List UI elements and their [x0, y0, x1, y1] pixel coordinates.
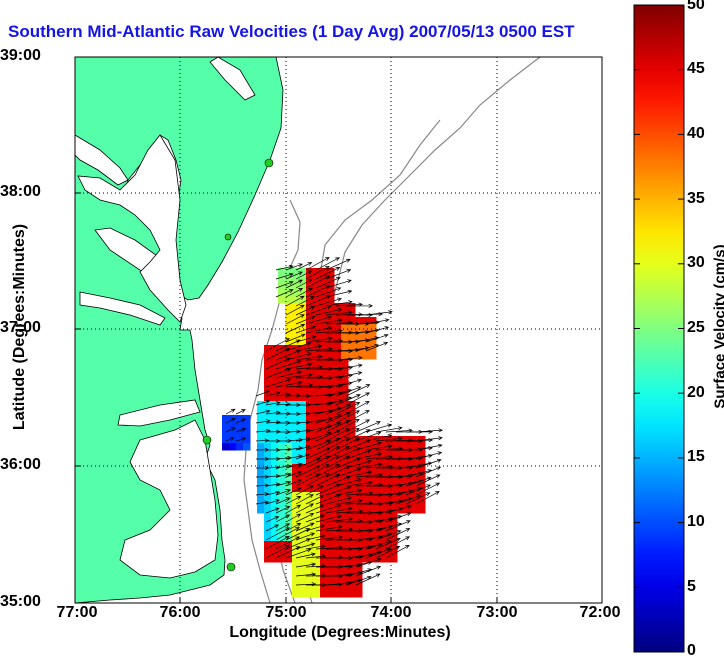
- colorbar-title: Surface Velocity (cm/s): [712, 217, 724, 437]
- colorbar-gradient: [634, 5, 684, 652]
- x-tick-label: 73:00: [477, 604, 518, 622]
- colorbar-tick-label: 10: [687, 513, 705, 531]
- colorbar-tick-label: 35: [687, 190, 705, 208]
- x-tick-label: 72:00: [580, 604, 621, 622]
- y-tick-label: 36:00: [0, 456, 41, 474]
- colorbar-tick-label: 25: [687, 319, 705, 337]
- colorbar-tick-label: 5: [687, 578, 696, 596]
- y-tick-label: 35:00: [0, 593, 41, 611]
- x-axis-title: Longitude (Degrees:Minutes): [229, 624, 450, 642]
- x-tick-label: 76:00: [160, 604, 201, 622]
- y-tick-label: 39:00: [0, 47, 41, 65]
- colorbar-tick-label: 50: [687, 0, 705, 14]
- colorbar-tick-label: 15: [687, 448, 705, 466]
- colorbar-tick-label: 0: [687, 642, 696, 660]
- x-tick-label: 75:00: [266, 604, 307, 622]
- y-axis-title: Latitude (Degrees:Minutes): [11, 212, 29, 442]
- colorbar-tick-label: 20: [687, 384, 705, 402]
- colorbar-tick-label: 40: [687, 125, 705, 143]
- x-tick-label: 74:00: [371, 604, 412, 622]
- colorbar-tick-label: 45: [687, 60, 705, 78]
- y-tick-label: 38:00: [0, 183, 41, 201]
- colorbar-tick-label: 30: [687, 254, 705, 272]
- x-tick-label: 77:00: [57, 604, 98, 622]
